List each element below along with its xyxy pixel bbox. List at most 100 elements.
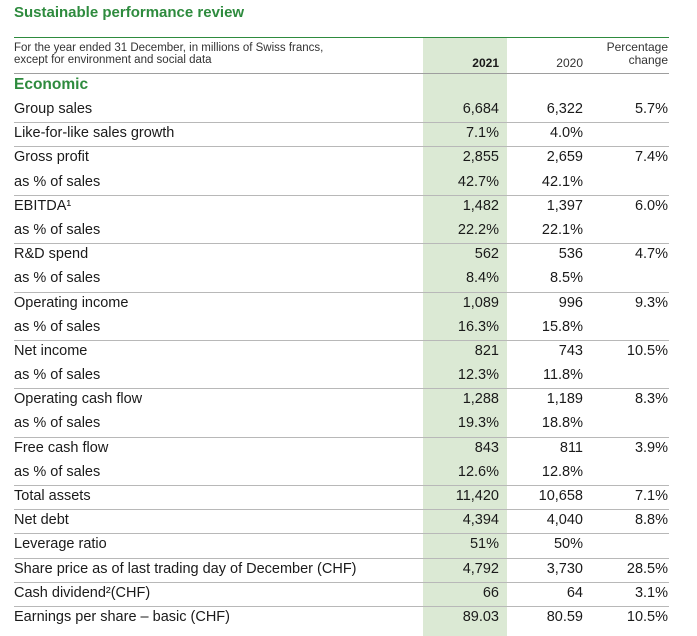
header-description-line2: except for environment and social data [14,54,212,66]
table-row: as % of sales 12.6% 12.8% [0,461,697,485]
value-2020: 10,658 [538,488,583,504]
value-2020: 811 [559,439,583,456]
row-label: Operating cash flow [14,391,143,408]
table-row: Free cash flow 843 811 3.9% [0,436,697,461]
value-2021: 12.6% [457,463,499,480]
table-row: R&D spend 562 536 4.7% [0,243,697,267]
table-row: as % of sales 12.3% 11.8% [0,364,697,388]
row-label: R&D spend [14,246,89,263]
value-2020: 536 [558,246,583,263]
row-label: Like-for-like sales growth [14,125,175,142]
value-pct-change: 7.1% [634,488,668,504]
value-2021: 4,792 [462,560,499,577]
value-pct-change: 5.7% [634,101,668,117]
value-2020: 11.8% [542,367,583,384]
table-row: Share price as of last trading day of De… [0,557,697,582]
header-pct-line2: change [628,53,668,67]
table-row: as % of sales 22.2% 22.1% [0,219,697,243]
value-2021: 562 [474,246,499,263]
header-rule [14,73,669,74]
value-2020: 15.8% [541,318,583,335]
value-2020: 3,730 [546,560,583,577]
table-row: Cash dividend²(CHF) 66 64 3.1% [0,581,697,606]
value-pct-change: 10.5% [626,608,668,625]
value-2021: 89.03 [462,608,499,625]
row-label: Cash dividend²(CHF) [14,584,151,601]
row-label: as % of sales [14,367,101,384]
value-2020: 8.5% [549,270,583,287]
table-body: Group sales 6,684 6,322 5.7% Like-for-li… [0,98,697,630]
value-pct-change: 4.7% [634,246,668,263]
value-2020: 743 [558,342,583,359]
value-2021: 16.3% [457,318,499,335]
table-row: as % of sales 19.3% 18.8% [0,412,697,436]
table-row: Like-for-like sales growth 7.1% 4.0% [0,122,697,146]
value-pct-change: 8.8% [634,512,668,529]
value-2020: 4.0% [549,125,583,142]
header-description-line1: For the year ended 31 December, in milli… [14,42,324,54]
row-label: Total assets [14,488,91,504]
value-2021: 4,394 [462,512,499,529]
value-2020: 996 [558,294,583,311]
value-2021: 843 [474,439,499,456]
row-label: EBITDA¹ [14,197,72,214]
table-row: Total assets 11,420 10,658 7.1% [0,485,697,509]
row-label: as % of sales [14,318,101,335]
table-header: For the year ended 31 December, in milli… [0,40,697,74]
value-2021: 8.4% [465,270,499,287]
value-2021: 1,482 [462,197,499,214]
page-title: Sustainable performance review [14,4,245,21]
value-2020: 18.8% [541,415,583,432]
row-label: Free cash flow [14,439,109,456]
row-label: Leverage ratio [14,536,107,553]
row-label: Share price as of last trading day of De… [14,560,357,577]
table-row: Earnings per share – basic (CHF) 89.03 8… [0,605,697,630]
value-2021: 66 [482,584,499,601]
row-label: as % of sales [14,173,101,190]
row-label: Net debt [14,512,69,529]
value-2020: 1,397 [546,197,583,214]
table-row: Group sales 6,684 6,322 5.7% [0,98,697,122]
value-2021: 1,089 [462,294,499,311]
row-label: Operating income [14,294,129,311]
highlight-column-2021 [423,38,507,636]
value-2021: 2,855 [462,149,499,166]
table-row: Leverage ratio 51% 50% [0,533,697,557]
value-2020: 1,189 [546,391,583,408]
value-2020: 4,040 [546,512,583,529]
header-percentage-change: Percentage change [583,41,668,67]
value-2020: 64 [566,584,583,601]
table-row: as % of sales 16.3% 15.8% [0,316,697,340]
table-row: as % of sales 42.7% 42.1% [0,171,697,195]
value-2021: 7.1% [465,125,499,142]
row-label: as % of sales [14,415,101,432]
table-row: EBITDA¹ 1,482 1,397 6.0% [0,194,697,219]
value-2021: 42.7% [457,173,499,190]
row-label: as % of sales [14,463,101,480]
row-label: as % of sales [14,270,101,287]
table-row: Net income 821 743 10.5% [0,339,697,364]
value-2021: 6,684 [462,101,499,117]
value-2020: 22.1% [541,221,583,238]
value-pct-change: 7.4% [634,149,668,166]
row-label: Group sales [14,101,93,117]
section-label-economic: Economic [14,76,89,93]
value-2021: 1,288 [462,391,499,408]
row-label: Gross profit [14,149,89,166]
value-pct-change: 28.5% [626,560,668,577]
value-2020: 12.8% [541,463,583,480]
row-label: as % of sales [14,221,101,238]
value-2021: 22.2% [457,221,499,238]
table-row: as % of sales 8.4% 8.5% [0,267,697,291]
value-pct-change: 8.3% [634,391,668,408]
value-pct-change: 9.3% [634,294,668,311]
value-2021: 11,420 [455,488,499,504]
value-2020: 2,659 [546,149,583,166]
value-2020: 80.59 [546,608,583,625]
header-description: For the year ended 31 December, in milli… [14,42,414,66]
table-row: Operating cash flow 1,288 1,189 8.3% [0,388,697,412]
table-row: Operating income 1,089 996 9.3% [0,291,697,316]
header-pct-line1: Percentage [606,40,668,54]
table-row: Gross profit 2,855 2,659 7.4% [0,146,697,170]
value-2020: 42.1% [541,173,583,190]
